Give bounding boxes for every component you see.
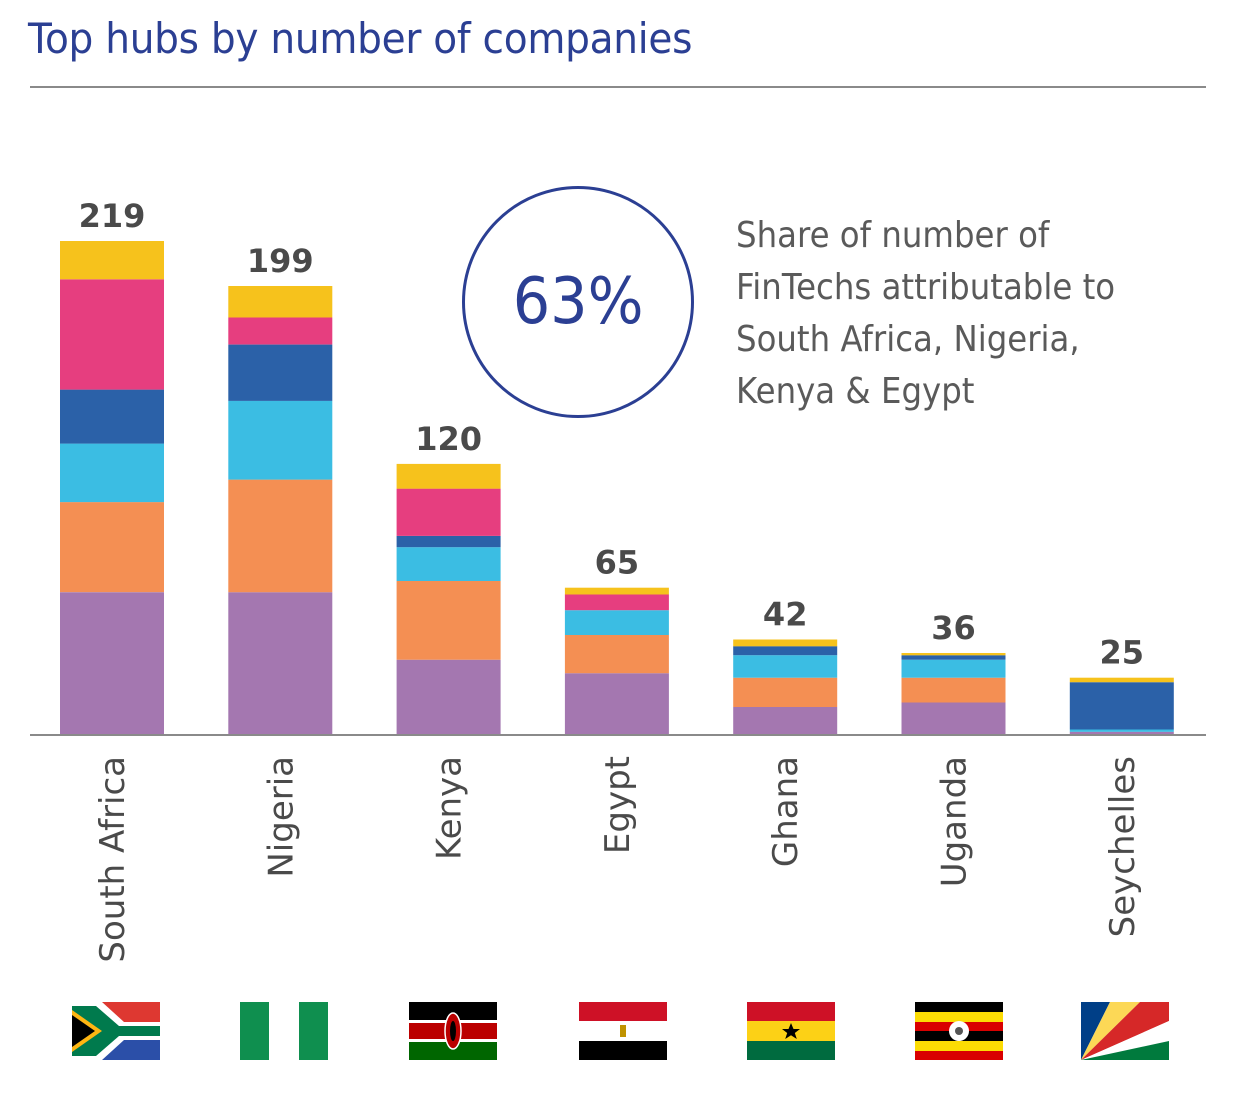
- value-label: 25: [1100, 634, 1145, 672]
- category-label: South Africa: [93, 756, 133, 963]
- bar-segment-6: [733, 639, 838, 647]
- uganda-flag-icon: [915, 1002, 1003, 1060]
- bar-segment-3: [60, 443, 164, 503]
- bar-segment-6: [901, 653, 1006, 656]
- bar-segment-4: [733, 646, 838, 656]
- bar-segment-5: [228, 317, 333, 345]
- category-label: Egypt: [598, 756, 638, 854]
- bar-segment-6: [60, 241, 164, 280]
- kenya-flag-icon: [409, 1002, 497, 1060]
- bar-segment-4: [228, 344, 333, 401]
- bar-segment-6: [396, 463, 501, 489]
- title-divider: [30, 86, 1206, 88]
- bar-segment-1: [901, 702, 1006, 734]
- bar-segment-3: [396, 547, 501, 581]
- bar-segment-2: [901, 677, 1006, 703]
- bar-segment-1: [733, 707, 838, 734]
- bar-segment-2: [733, 677, 838, 707]
- bar-segment-1: [1069, 731, 1174, 734]
- value-label: 42: [763, 596, 808, 634]
- bar-segment-2: [60, 502, 164, 593]
- category-label: Kenya: [430, 756, 470, 860]
- bar-segment-1: [396, 659, 501, 734]
- bar-segment-4: [396, 535, 501, 548]
- bar-segment-4: [901, 655, 1006, 660]
- bar-segment-5: [60, 279, 164, 390]
- value-label: 199: [247, 242, 314, 280]
- nigeria-flag-icon: [240, 1002, 328, 1060]
- bar-segment-1: [228, 592, 333, 734]
- value-label: 120: [415, 420, 482, 458]
- value-label: 219: [79, 197, 146, 235]
- share-description: Share of number of FinTechs attributable…: [736, 215, 1116, 412]
- bar-segment-3: [564, 610, 669, 635]
- value-label: 36: [931, 609, 976, 647]
- value-label: 65: [595, 544, 640, 582]
- bar-segment-5: [396, 488, 501, 536]
- bar-segment-3: [901, 659, 1006, 678]
- bar-segment-2: [228, 479, 333, 593]
- bar-segment-6: [1069, 677, 1174, 683]
- category-label: Uganda: [935, 756, 975, 887]
- bar-segment-5: [564, 594, 669, 611]
- south-africa-flag-icon: [72, 1002, 160, 1060]
- bar-segment-3: [228, 400, 333, 480]
- seychelles-flag-icon: [1081, 1002, 1169, 1060]
- bar-segment-6: [564, 587, 669, 595]
- bar-segment-4: [1069, 682, 1174, 730]
- category-label: Ghana: [766, 756, 806, 867]
- bar-segment-1: [60, 592, 164, 734]
- bar-segment-2: [396, 580, 501, 660]
- bar-segment-2: [564, 634, 669, 674]
- ghana-flag-icon: [747, 1002, 835, 1060]
- bar-segment-6: [228, 286, 333, 318]
- category-label: Nigeria: [261, 756, 301, 878]
- share-circle: 63%: [462, 186, 694, 418]
- bar-segment-3: [1069, 729, 1174, 732]
- egypt-flag-icon: [579, 1002, 667, 1060]
- bar-segment-3: [733, 655, 838, 678]
- bar-segment-1: [564, 673, 669, 734]
- bar-chart: 219 South Africa 199 Nigeria 120 Kenya 65 Egypt…: [30, 197, 1206, 963]
- share-value: 63%: [512, 265, 644, 339]
- category-label: Seychelles: [1103, 756, 1143, 937]
- chart-title: Top hubs by number of companies: [28, 14, 693, 63]
- bar-segment-4: [60, 389, 164, 444]
